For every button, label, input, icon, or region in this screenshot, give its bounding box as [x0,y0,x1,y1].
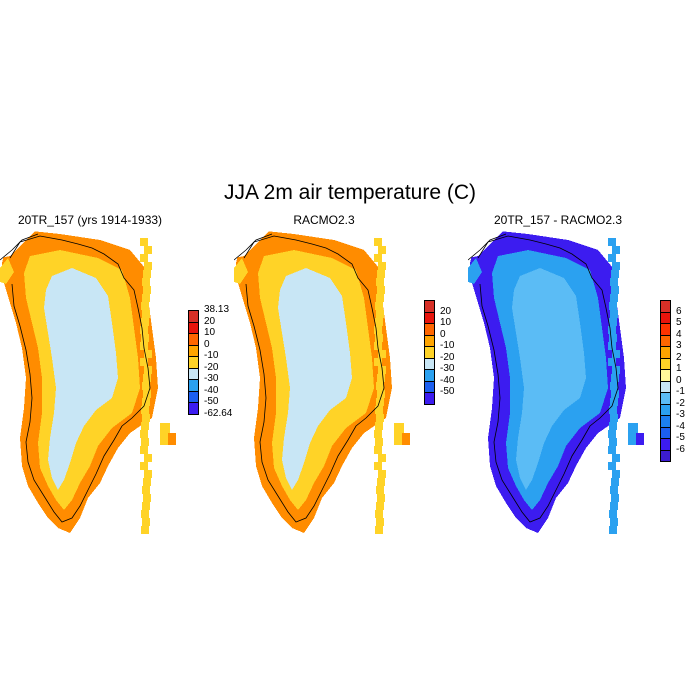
coastline [468,233,507,261]
colorbar-label: 2 [676,351,682,363]
colorbar-swatch [660,449,671,462]
colorbar-label: 3 [676,340,682,351]
colorbar-label: -30 [204,373,219,384]
panel-title: 20TR_157 (yrs 1914-1933) [17,213,163,227]
colorbar-label: 38.13 [204,304,230,315]
colorbar-label: -62.64 [204,407,233,419]
panel-title: 20TR_157 - RACMO2.3 [493,213,623,227]
colorbar-label: -10 [440,340,455,351]
colorbar-label: 0 [204,338,210,350]
coastline [9,235,151,523]
panel-model-temperature: 20TR_157 (yrs 1914-1933) 38.13 20 10 0 -10 -2… [0,210,233,534]
colorbar-label: 20 [440,305,452,317]
colorbar-label: 20 [204,315,216,327]
colorbar-label: -40 [440,374,455,386]
colorbar-label: 0 [440,328,446,340]
colorbar-label: -1 [676,386,685,397]
panel-difference: 20TR_157 - RACMO2.3 6 5 4 3 2 1 0 -1 -2 -3 -4 -5 -6 [468,210,698,534]
colorbar-label: -5 [676,432,685,443]
colorbar-label: -20 [440,351,455,363]
colorbar-label: -50 [204,396,219,407]
panel-racmo-temperature: RACMO2.3 20 10 0 -10 -20 -30 -40 -50 [234,210,464,534]
coastline [234,233,273,261]
colorbar-swatch [188,402,199,415]
colorbar-label: 4 [676,328,682,340]
coastline [0,233,39,261]
colorbar-label: -10 [204,350,219,361]
colorbar-label: -2 [676,397,685,409]
coastline [477,235,619,523]
colorbar-label: -6 [676,443,685,455]
colorbar-label: -20 [204,361,219,373]
colorbar-label: -3 [676,409,685,420]
land-fill [468,230,644,534]
colorbar-label: 10 [204,327,216,338]
colorbar-label: -30 [440,363,455,374]
coastline [243,235,385,523]
greenland-map [468,228,644,534]
figure-title: JJA 2m air temperature (C) [223,181,477,204]
colorbar-label: 1 [676,363,682,374]
greenland-map [234,228,410,534]
land-fill [234,230,410,534]
greenland-map [0,228,176,534]
colorbar-label: -50 [440,386,455,397]
colorbar-label: 0 [676,374,682,386]
land-fill [0,230,176,534]
colorbar-label: 10 [440,317,452,328]
panel-title: RACMO2.3 [293,213,355,227]
colorbar-swatch [424,392,435,405]
colorbar-label: -4 [676,420,685,432]
colorbar-label: 6 [676,305,682,317]
colorbar-label: -40 [204,384,219,396]
colorbar-label: 5 [676,317,682,328]
